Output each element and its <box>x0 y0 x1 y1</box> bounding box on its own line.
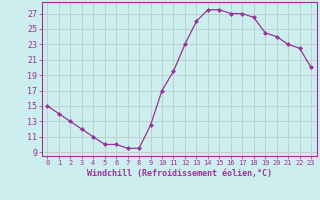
X-axis label: Windchill (Refroidissement éolien,°C): Windchill (Refroidissement éolien,°C) <box>87 169 272 178</box>
